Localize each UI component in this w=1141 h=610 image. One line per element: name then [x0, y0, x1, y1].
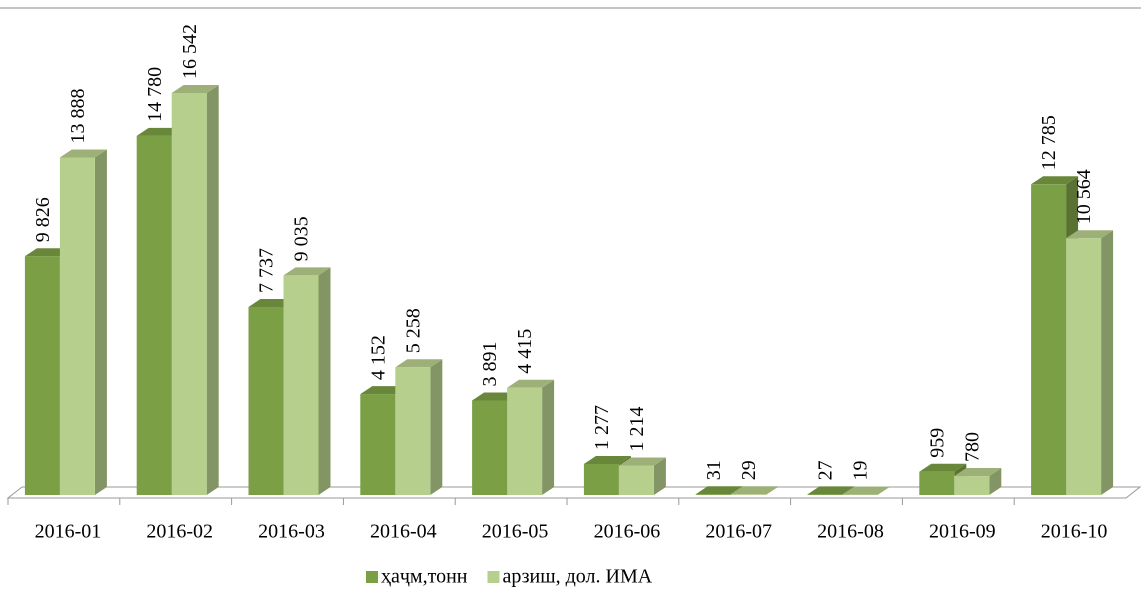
bar-top: [283, 267, 331, 276]
x-tick-label: 2016-06: [594, 521, 661, 543]
value-label: 13 888: [67, 88, 89, 143]
bar-side: [877, 486, 890, 495]
bar-top: [507, 379, 555, 388]
value-label: 4 152: [367, 335, 389, 380]
bar-side: [765, 486, 778, 495]
bar: [24, 256, 60, 495]
bar: [472, 400, 508, 495]
value-label: 19: [850, 461, 872, 481]
bar-side: [430, 359, 443, 495]
value-label: 29: [738, 460, 760, 480]
value-label: 9 826: [32, 197, 54, 242]
bar-side: [653, 457, 666, 495]
bar: [807, 494, 843, 495]
bar: [730, 494, 766, 495]
bar-top: [842, 486, 890, 495]
value-label: 14 780: [144, 67, 166, 122]
value-label: 10 564: [1073, 169, 1095, 224]
value-label: 16 542: [179, 24, 201, 79]
value-label: 5 258: [402, 308, 424, 353]
bar: [583, 463, 619, 495]
bar-top: [954, 468, 1002, 477]
bar: [283, 275, 319, 495]
x-tick-label: 2016-02: [146, 521, 213, 543]
value-label: 1 214: [626, 406, 648, 451]
bar-top: [583, 455, 631, 464]
bar-side: [1101, 230, 1114, 495]
x-tick-label: 2016-07: [705, 521, 772, 543]
bar: [59, 157, 95, 495]
bar-side: [318, 267, 331, 495]
bar-top: [730, 486, 778, 495]
value-label: 12 785: [1038, 115, 1060, 170]
bar: [171, 93, 207, 495]
bar-top: [59, 149, 107, 158]
value-label: 9 035: [291, 216, 313, 261]
x-tick-label: 2016-01: [35, 521, 102, 543]
legend-swatch: [366, 571, 378, 583]
x-tick-label: 2016-05: [482, 521, 549, 543]
legend-label: арзиш, дол. ИМА: [502, 566, 652, 588]
bar-top: [807, 486, 855, 495]
bar: [248, 306, 284, 495]
bar: [136, 135, 172, 495]
bar-top: [1066, 230, 1114, 239]
value-label: 4 415: [514, 329, 536, 374]
bar-top: [695, 486, 743, 495]
bar-side: [94, 149, 107, 495]
value-label: 7 737: [256, 248, 278, 293]
x-tick-label: 2016-10: [1041, 521, 1108, 543]
bar: [507, 387, 543, 495]
bar-top: [618, 457, 666, 466]
legend-swatch: [487, 571, 500, 583]
bar-top: [919, 463, 967, 472]
bar-side: [542, 379, 555, 495]
x-tick-label: 2016-03: [258, 521, 325, 543]
bar-top: [395, 359, 443, 368]
bar-top: [1031, 176, 1079, 185]
bar: [695, 494, 731, 495]
bar: [1066, 238, 1102, 495]
bar: [954, 476, 990, 495]
value-label: 1 277: [591, 405, 613, 450]
x-tick-label: 2016-08: [817, 521, 884, 543]
bar: [360, 394, 396, 495]
value-label: 780: [961, 432, 983, 462]
legend-label: ҳаҷм,тонн: [381, 566, 468, 588]
value-label: 31: [703, 460, 725, 480]
bar-side: [989, 468, 1002, 495]
bar: [618, 465, 654, 495]
bar: [1031, 184, 1067, 496]
bar: [919, 471, 955, 495]
bar-side: [206, 85, 219, 495]
bar-top: [171, 85, 219, 93]
x-tick-label: 2016-04: [370, 521, 437, 543]
x-tick-label: 2016-09: [929, 521, 996, 543]
value-label: 3 891: [479, 341, 501, 386]
bar: [395, 367, 431, 495]
value-label: 959: [926, 428, 948, 458]
value-label: 27: [815, 460, 837, 480]
